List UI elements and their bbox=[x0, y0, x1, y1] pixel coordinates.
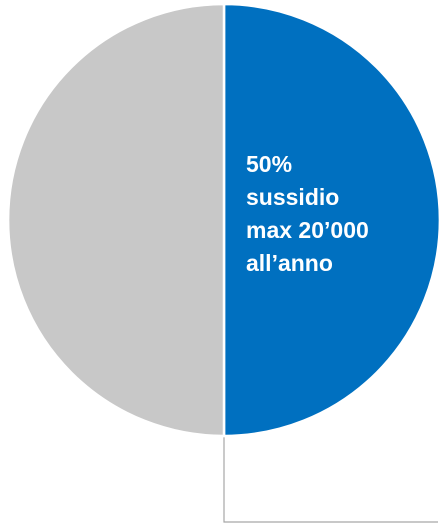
pie-slice-2 bbox=[6, 2, 226, 438]
label-line-subsidy: sussidio bbox=[246, 184, 340, 210]
slice-label-subsidy: 50% sussidio max 20’000 all’anno bbox=[246, 148, 436, 280]
label-line-percent: 50% bbox=[246, 151, 293, 177]
leader-line bbox=[223, 436, 438, 523]
label-line-year: all’anno bbox=[246, 250, 333, 276]
label-line-max: max 20’000 bbox=[246, 217, 369, 243]
pie-slice-1 bbox=[222, 2, 440, 438]
